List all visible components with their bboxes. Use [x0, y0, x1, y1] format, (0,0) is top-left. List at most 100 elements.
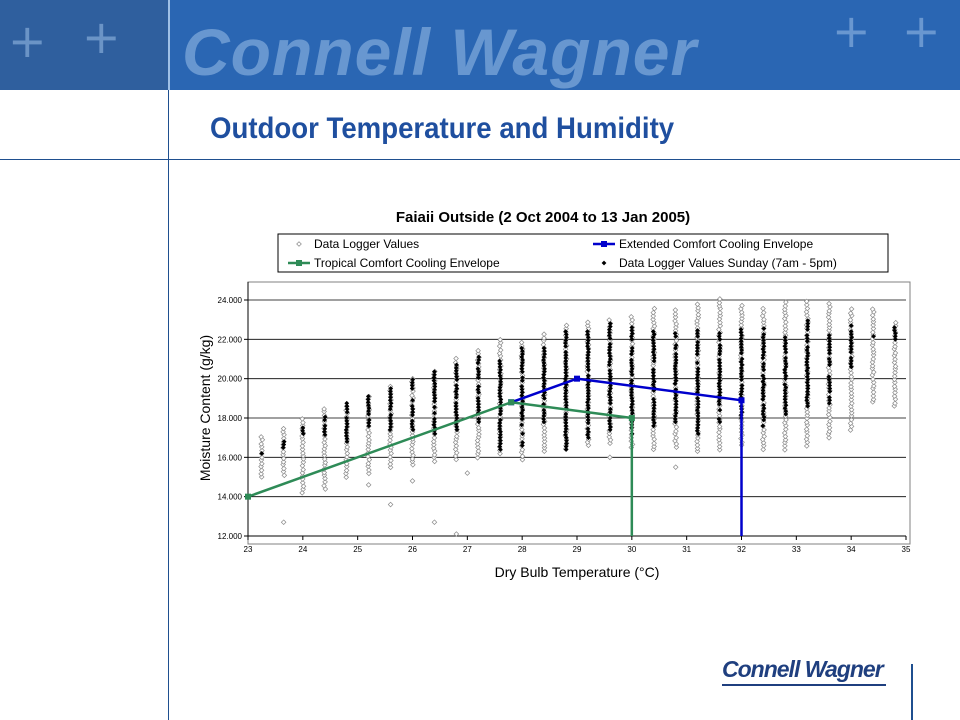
sunday-point: [563, 329, 569, 334]
sunday-point: [585, 417, 591, 423]
sunday-point: [432, 392, 437, 398]
data-logger-point: [672, 464, 679, 470]
data-logger-point: [848, 413, 855, 419]
plus-decoration-icon: +: [82, 10, 121, 64]
sunday-point: [739, 333, 744, 338]
sunday-point: [409, 421, 415, 427]
data-logger-point: [695, 307, 701, 314]
sunday-point: [563, 349, 569, 355]
data-logger-point: [322, 436, 328, 442]
sunday-point: [497, 364, 503, 370]
sunday-point: [344, 415, 349, 421]
sunday-point: [783, 411, 789, 417]
data-logger-point: [299, 435, 306, 442]
data-logger-point: [475, 448, 482, 454]
data-logger-point: [870, 369, 877, 375]
header-banner: + + + + Connell Wagner: [0, 0, 960, 90]
data-logger-point: [476, 431, 482, 437]
sunday-point: [585, 355, 591, 361]
sunday-point: [344, 436, 350, 442]
sunday-point: [520, 351, 525, 357]
data-logger-point: [387, 461, 394, 467]
sunday-point: [827, 362, 832, 368]
sunday-point: [519, 422, 525, 428]
sunday-point: [717, 348, 723, 354]
sunday-point: [738, 341, 744, 347]
left-divider-line: [168, 90, 169, 720]
sunday-point: [498, 367, 503, 373]
data-logger-point: [541, 428, 548, 435]
sunday-point: [563, 402, 569, 408]
data-logger-point: [870, 356, 877, 362]
sunday-point: [871, 333, 876, 339]
sunday-point: [804, 335, 810, 341]
data-logger-point: [453, 456, 460, 463]
sunday-point: [563, 396, 569, 402]
sunday-point: [280, 445, 286, 450]
extended-envelope-line: [510, 377, 743, 536]
data-logger-point: [344, 454, 350, 460]
sunday-point: [563, 352, 569, 358]
sunday-point: [738, 338, 744, 344]
sunday-point: [432, 369, 437, 375]
data-logger-point: [321, 452, 328, 459]
sunday-point: [695, 331, 700, 336]
sunday-point: [542, 348, 547, 354]
sunday-point: [541, 369, 547, 375]
data-logger-point: [430, 438, 437, 445]
sunday-point: [520, 375, 525, 381]
sunday-point: [497, 417, 503, 423]
data-logger-point: [387, 431, 394, 437]
data-logger-point: [541, 438, 548, 445]
data-logger-point: [541, 425, 548, 431]
data-logger-point: [650, 426, 656, 433]
sunday-point: [585, 361, 591, 367]
sunday-point: [716, 333, 722, 339]
data-logger-point: [892, 386, 898, 392]
data-logger-point: [826, 321, 833, 328]
sunday-point: [454, 362, 459, 368]
sunday-point: [563, 444, 569, 449]
sunday-point: [629, 328, 635, 333]
sunday-point: [607, 397, 613, 403]
sunday-point: [475, 387, 481, 392]
data-logger-point: [299, 416, 306, 422]
data-logger-point: [607, 440, 613, 447]
sunday-point: [716, 401, 722, 407]
sunday-point: [432, 381, 438, 386]
data-logger-point: [300, 456, 307, 462]
data-logger-point: [848, 416, 855, 423]
data-logger-point: [280, 448, 287, 455]
tropical-envelope-marker: [628, 415, 635, 421]
sunday-point: [695, 404, 701, 410]
sunday-point: [827, 344, 833, 350]
data-logger-point: [717, 312, 724, 319]
sunday-point: [344, 403, 350, 409]
data-logger-point: [826, 308, 833, 314]
data-logger-point: [673, 324, 679, 330]
data-logger-point: [519, 453, 526, 460]
sunday-point: [409, 386, 415, 391]
sunday-point: [827, 397, 833, 403]
sunday-point: [366, 405, 372, 411]
sunday-point: [629, 390, 634, 395]
data-logger-point: [869, 363, 876, 369]
data-logger-point: [848, 380, 854, 386]
data-logger-point: [280, 455, 287, 462]
sunday-point: [498, 379, 504, 385]
sunday-point: [259, 451, 265, 456]
sunday-point: [782, 370, 788, 376]
sunday-point: [804, 356, 810, 362]
data-logger-point: [672, 318, 678, 324]
sunday-point: [431, 390, 437, 395]
data-logger-point: [716, 423, 723, 430]
sunday-point: [607, 330, 612, 335]
sunday-point: [563, 432, 568, 438]
data-logger-point: [672, 311, 679, 317]
sunday-point: [497, 423, 503, 429]
sunday-point: [431, 375, 437, 381]
sunday-point: [585, 385, 591, 390]
sunday-point: [651, 411, 656, 417]
data-logger-point: [848, 373, 855, 380]
data-logger-point: [892, 343, 898, 350]
